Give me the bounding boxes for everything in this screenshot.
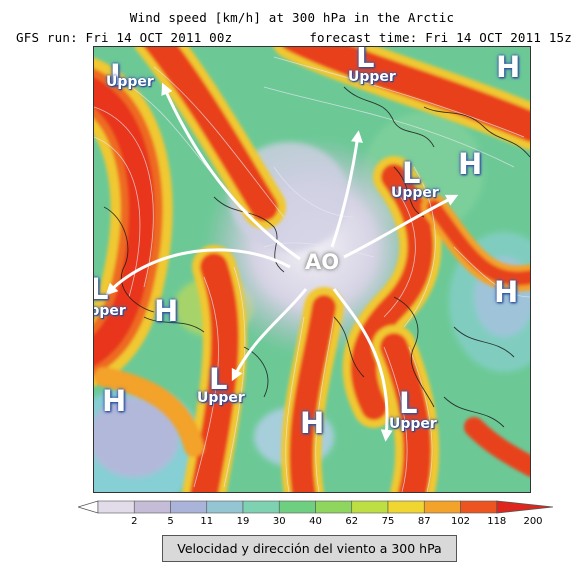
color-scale-bar	[78, 500, 553, 514]
high-marker: H	[102, 384, 127, 418]
scale-tick-label: 2	[131, 516, 138, 527]
scale-tick-label: 11	[200, 516, 214, 527]
high-marker: H	[300, 406, 325, 440]
scale-cell	[278, 500, 316, 514]
scale-cell	[351, 500, 389, 514]
scale-tick-label: 19	[236, 516, 250, 527]
scale-tick-label: 40	[309, 516, 322, 527]
high-marker: H	[154, 294, 179, 328]
upper-low-sublabel: Upper	[391, 185, 439, 201]
wind-speed-map: L Upper L Upper H L Upper H L Upper H H …	[93, 46, 531, 493]
scale-cell	[423, 500, 461, 514]
forecast-time-label: forecast time: Fri 14 OCT 2011 15z	[309, 30, 572, 45]
scale-tick-label: 102	[450, 516, 471, 527]
high-marker: H	[458, 147, 483, 181]
scale-tick-label: 30	[272, 516, 286, 527]
high-marker: H	[496, 50, 521, 84]
upper-low-sublabel: Upper	[106, 74, 154, 90]
legend-caption: Velocidad y dirección del viento a 300 h…	[162, 535, 457, 562]
scale-cell	[460, 500, 498, 514]
upper-low-marker: L	[399, 386, 418, 420]
wind-field	[94, 47, 530, 492]
upper-low-sublabel: Upper	[197, 390, 245, 406]
scale-cell	[387, 500, 425, 514]
scale-tick-label: 62	[345, 516, 359, 527]
scale-cell	[170, 500, 208, 514]
scale-tick-label: 200	[523, 516, 543, 527]
upper-low-sublabel: Upper	[348, 69, 396, 85]
ao-center-label: AO	[305, 250, 340, 274]
scale-tick-label: 118	[487, 516, 507, 527]
scale-cell	[242, 500, 280, 514]
scale-tick-label: 87	[417, 516, 431, 527]
upper-low-sublabel: Upper	[389, 416, 437, 432]
scale-tick-label: 75	[381, 516, 395, 527]
scale-cell	[133, 500, 171, 514]
upper-low-marker: L	[94, 275, 108, 304]
scale-arrow-high	[496, 500, 553, 514]
scale-tick-label: 5	[167, 516, 174, 527]
scale-cell	[315, 500, 353, 514]
scale-cell	[97, 500, 135, 514]
upper-low-marker: L	[209, 362, 228, 396]
high-marker: H	[494, 275, 519, 309]
scale-arrow-low	[78, 500, 99, 514]
gfs-run-label: GFS run: Fri 14 OCT 2011 00z	[16, 30, 233, 45]
upper-low-marker: L	[356, 46, 375, 74]
upper-low-marker: L	[110, 58, 129, 92]
map-title: Wind speed [km/h] at 300 hPa in the Arct…	[129, 10, 455, 25]
scale-cell	[206, 500, 244, 514]
upper-low-sublabel: Upper	[94, 303, 126, 319]
upper-low-marker: L	[402, 156, 421, 190]
